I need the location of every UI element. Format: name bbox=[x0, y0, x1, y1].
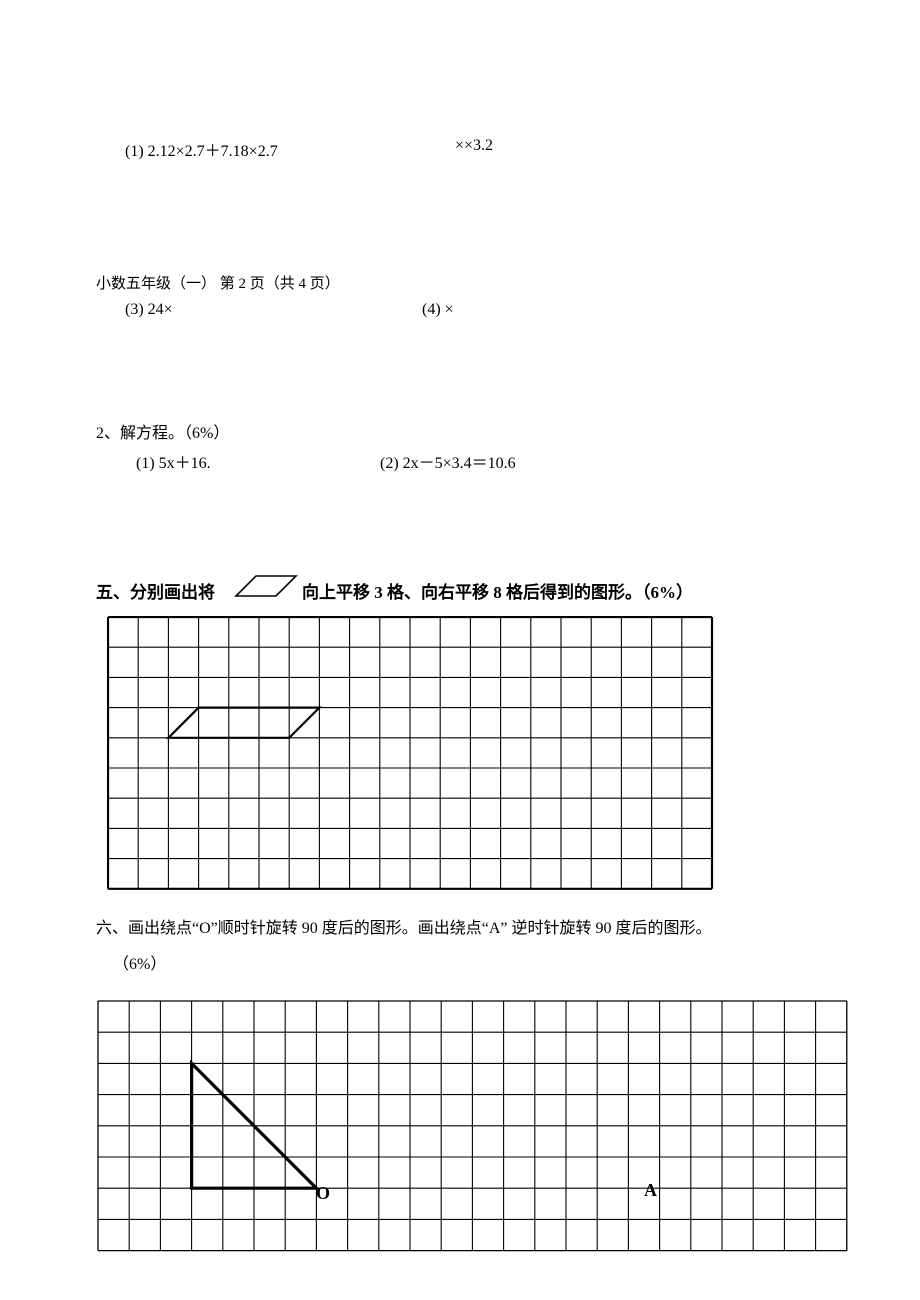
page-footer-label: 小数五年级（一） 第 2 页（共 4 页） bbox=[96, 272, 340, 293]
problem-1-1: (1) 2.12×2.7＋7.18×2.7 bbox=[125, 137, 278, 161]
problem-1-4: (4) × bbox=[422, 301, 454, 319]
section-6-line1: 六、画出绕点“O”顺时针旋转 90 度后的图形。画出绕点“A” 逆时针旋转 90… bbox=[96, 914, 856, 938]
section-2-title: 2、解方程。（6%） bbox=[96, 419, 229, 443]
section-5-prefix: 五、分别画出将 bbox=[96, 583, 215, 602]
problem-1-3: (3) 24× bbox=[125, 301, 173, 319]
grid-1 bbox=[107, 616, 715, 892]
problem-1-2: ××3.2 bbox=[455, 137, 493, 155]
problem-2-2: (2) 2x－5×3.4＝10.6 bbox=[380, 449, 516, 473]
page: (1) 2.12×2.7＋7.18×2.7 ××3.2 小数五年级（一） 第 2… bbox=[0, 0, 920, 1300]
problem-2-1: (1) 5x＋16. bbox=[136, 449, 211, 473]
parallelogram-inline-icon bbox=[234, 574, 298, 598]
point-label-O: O bbox=[316, 1183, 330, 1203]
grid-2: OA bbox=[97, 1000, 850, 1254]
section-6-line2: （6%） bbox=[113, 950, 166, 974]
section-5-heading: 五、分别画出将 bbox=[96, 578, 215, 603]
section-5-suffix: 向上平移 3 格、向右平移 8 格后得到的图形。（6%） bbox=[302, 578, 693, 603]
point-label-A: A bbox=[644, 1180, 657, 1200]
